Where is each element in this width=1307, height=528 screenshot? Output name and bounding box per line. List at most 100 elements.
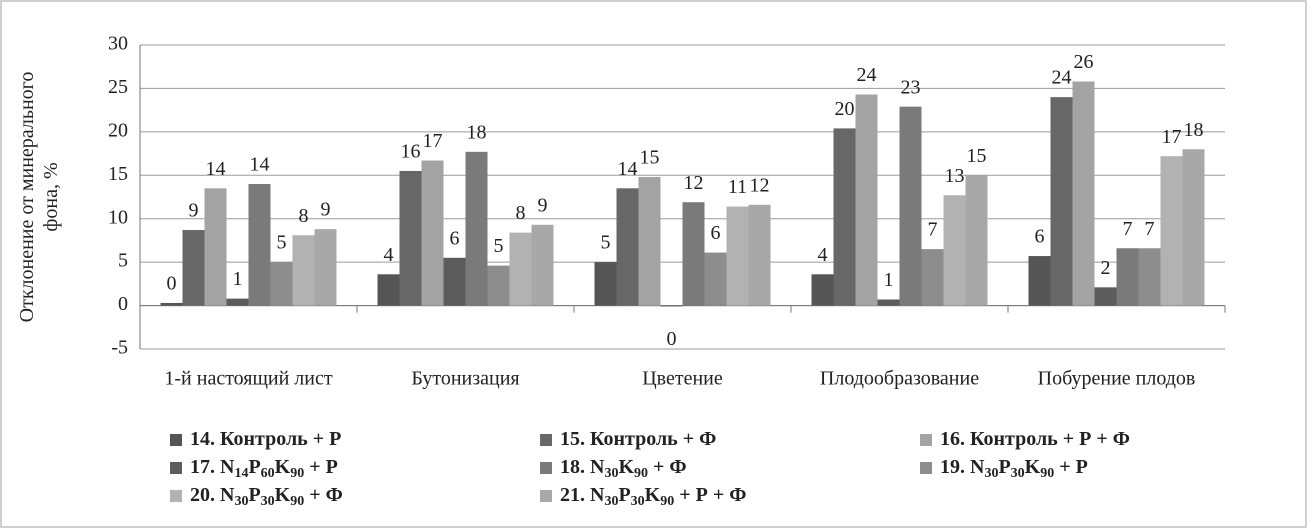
data-label: 7 [928, 219, 938, 241]
data-label: 17 [1162, 126, 1182, 148]
legend-label: 19. N30P30K90 + Р [940, 456, 1088, 482]
x-tick-label: Бутонизация [411, 368, 519, 390]
bar [660, 305, 683, 307]
data-label: 9 [321, 199, 331, 221]
legend-swatch [170, 490, 182, 502]
data-label: 26 [1074, 51, 1094, 73]
bar [204, 188, 227, 306]
data-label: 14 [618, 158, 638, 180]
bar [443, 257, 466, 306]
bar [704, 252, 727, 306]
x-tick-label: Цветение [642, 368, 723, 390]
bar [270, 262, 293, 306]
legend-swatch [540, 490, 552, 502]
bar [594, 262, 617, 306]
bar [921, 249, 944, 306]
legend-label: 14. Контроль + Р [190, 428, 341, 450]
legend-label: 21. N30P30K90 + Р + Ф [560, 484, 746, 510]
data-label: 1 [884, 269, 894, 291]
data-label: 24 [857, 64, 877, 86]
bar [833, 128, 856, 306]
data-label: 4 [384, 244, 394, 266]
bar [160, 302, 183, 306]
data-label: 7 [1145, 218, 1155, 240]
data-label: 5 [601, 232, 611, 254]
data-label: 24 [1052, 67, 1072, 89]
bar [421, 160, 444, 306]
legend-label: 15. Контроль + Ф [560, 428, 716, 450]
x-tick-label: 1-й настоящий лист [164, 368, 332, 390]
y-tick-label: 25 [108, 76, 128, 98]
bar [182, 230, 205, 306]
y-tick-label: 30 [108, 33, 128, 55]
data-label: 12 [750, 174, 770, 196]
bar [943, 195, 966, 306]
data-label: 9 [538, 194, 548, 216]
bar [748, 204, 771, 306]
data-label: 8 [516, 202, 526, 224]
data-label: 5 [277, 232, 287, 254]
data-label: 18 [467, 121, 487, 143]
bar [377, 274, 400, 306]
y-tick-label: -5 [111, 337, 128, 359]
bar [465, 151, 488, 306]
bar [811, 274, 834, 306]
x-tick-label: Побурение плодов [1038, 368, 1196, 390]
data-label: 23 [901, 76, 921, 98]
data-label: 1 [233, 268, 243, 290]
bar [877, 299, 900, 306]
bar [292, 235, 315, 306]
legend-swatch [540, 462, 552, 474]
bar [1094, 287, 1117, 306]
legend-swatch [540, 434, 552, 446]
legend-swatch [170, 434, 182, 446]
data-label: 6 [1035, 226, 1045, 248]
legend-swatch [920, 434, 932, 446]
data-label: 6 [450, 227, 460, 249]
data-label: 16 [401, 141, 421, 163]
y-tick-label: 15 [108, 163, 128, 185]
legend-label: 20. N30P30K90 + Ф [190, 484, 343, 510]
bar [531, 224, 554, 306]
bar [1116, 248, 1139, 306]
legend-swatch [920, 462, 932, 474]
data-label: 8 [299, 205, 309, 227]
y-axis-label: Отклонение от минерального фона, % [16, 72, 62, 323]
data-label: 14 [206, 158, 226, 180]
legend-label: 17. N14P60K90 + Р [190, 456, 338, 482]
y-tick-label: 0 [118, 293, 128, 315]
x-tick-label: Плодообразование [820, 368, 979, 390]
data-label: 5 [494, 235, 504, 257]
data-label: 13 [945, 165, 965, 187]
bar [1182, 149, 1205, 306]
bar [965, 175, 988, 306]
bar [487, 265, 510, 306]
bar [226, 298, 249, 306]
bar [314, 229, 337, 306]
data-label: 18 [1184, 119, 1204, 141]
bar [248, 183, 271, 306]
y-tick-label: 10 [108, 206, 128, 228]
data-label: 6 [711, 222, 721, 244]
bar [1072, 81, 1095, 306]
data-label: 15 [640, 147, 660, 169]
bar [509, 232, 532, 306]
data-label: 0 [167, 273, 177, 295]
data-label: 0 [667, 328, 677, 350]
bar [638, 177, 661, 306]
bar [855, 94, 878, 306]
data-label: 15 [967, 145, 987, 167]
y-tick-label: 5 [118, 250, 128, 272]
data-label: 9 [189, 200, 199, 222]
data-label: 14 [250, 154, 270, 176]
data-label: 11 [728, 176, 747, 198]
data-label: 4 [818, 244, 828, 266]
bar [399, 170, 422, 306]
bar [1160, 156, 1183, 306]
data-label: 7 [1123, 218, 1133, 240]
legend-swatch [170, 462, 182, 474]
legend-label: 16. Контроль + Р + Ф [940, 428, 1130, 450]
bar [616, 188, 639, 306]
bar [1138, 248, 1161, 306]
